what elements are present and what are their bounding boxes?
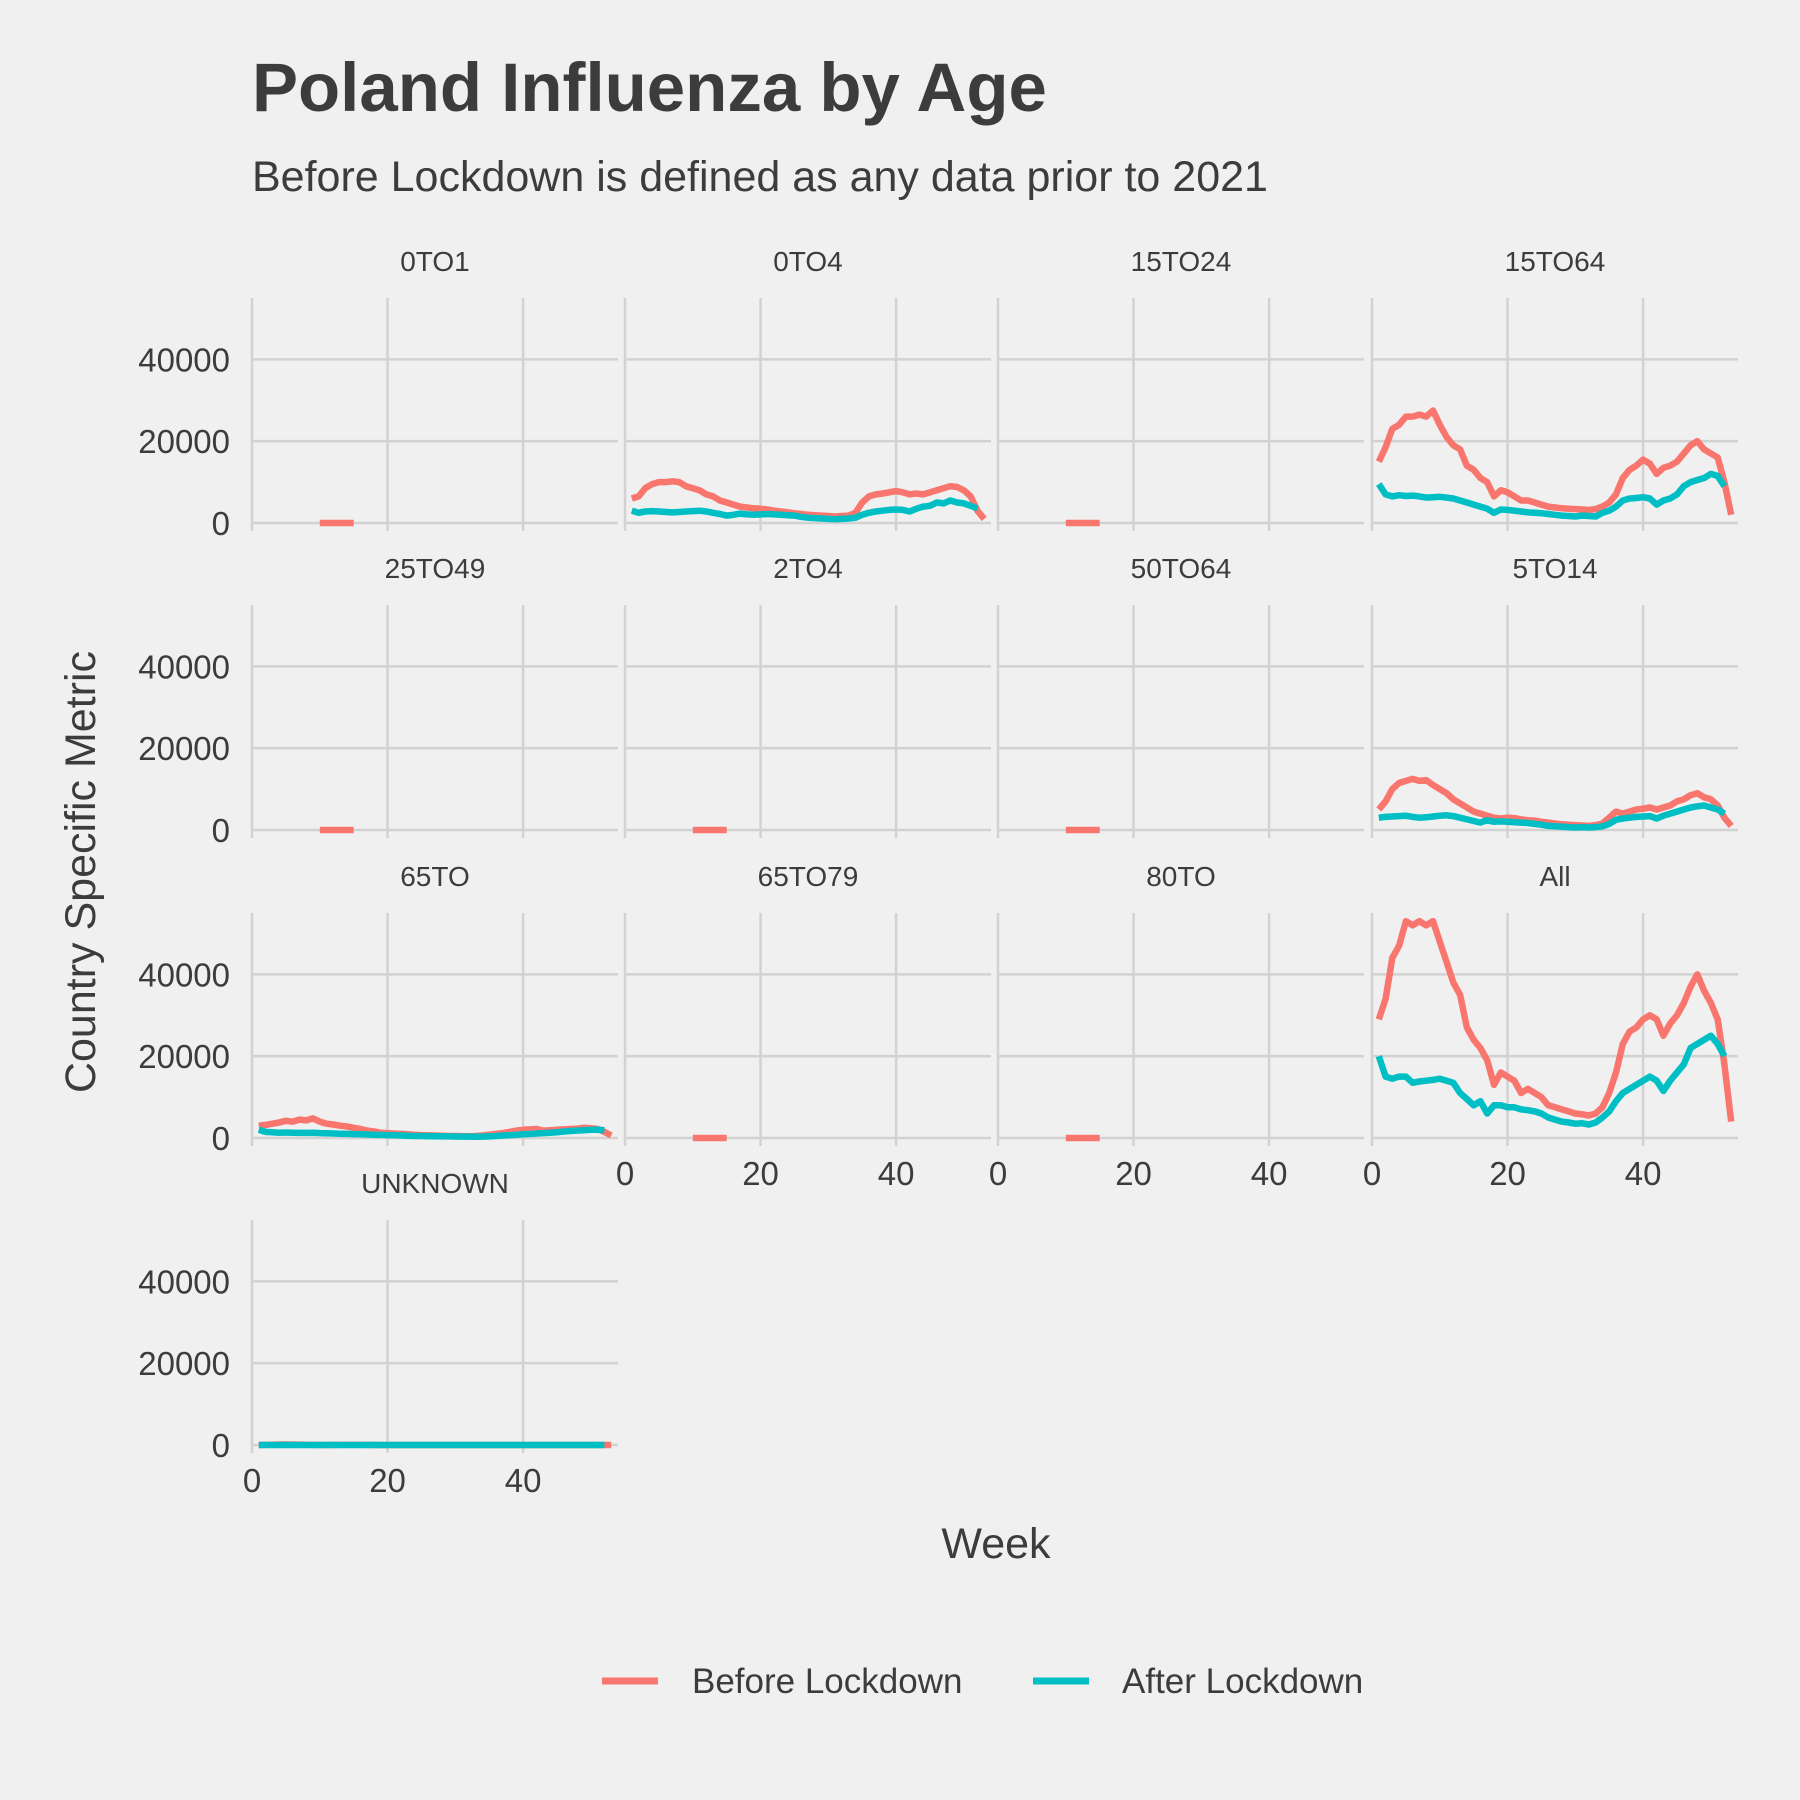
panel-strip-label: 15TO24 xyxy=(1131,246,1232,277)
panel-65to79: 65TO79 0 20 40 xyxy=(616,861,991,1192)
legend: Before Lockdown After Lockdown xyxy=(602,1662,1363,1701)
panel-65to: 65TO 0 20000 40000 xyxy=(138,861,618,1157)
x-tick-label: 40 xyxy=(1625,1155,1662,1192)
panel-80to: 80TO 0 20 40 xyxy=(989,861,1364,1192)
panel-strip-label: 65TO xyxy=(400,861,470,892)
y-tick-label: 0 xyxy=(212,1427,230,1464)
panel-15to24: 15TO24 xyxy=(996,246,1364,531)
panel-25to49: 25TO49 0 20000 40000 xyxy=(138,553,618,849)
series-line-after-lockdown xyxy=(257,1126,605,1140)
panel-strip-label: 80TO xyxy=(1146,861,1216,892)
x-tick-label: 40 xyxy=(505,1462,542,1499)
y-tick-label: 40000 xyxy=(138,956,230,993)
y-tick-label: 40000 xyxy=(138,648,230,685)
x-tick-label: 20 xyxy=(369,1462,406,1499)
y-tick-label: 40000 xyxy=(138,1263,230,1300)
panel-strip-label: 50TO64 xyxy=(1131,553,1232,584)
series-line-after-lockdown xyxy=(630,497,979,523)
y-tick-label: 20000 xyxy=(138,730,230,767)
x-tick-label: 40 xyxy=(1251,1155,1288,1192)
x-tick-label: 0 xyxy=(243,1462,261,1499)
panel-strip-label: 5TO14 xyxy=(1512,553,1597,584)
panel-5to14: 5TO14 xyxy=(1370,553,1738,838)
y-tick-label: 0 xyxy=(212,1120,230,1157)
chart-subtitle: Before Lockdown is defined as any data p… xyxy=(252,153,1268,201)
series-line-after-lockdown xyxy=(1378,802,1727,831)
x-tick-label: 40 xyxy=(878,1155,915,1192)
x-tick-label: 0 xyxy=(989,1155,1007,1192)
y-tick-label: 0 xyxy=(212,812,230,849)
y-tick-label: 0 xyxy=(212,505,230,542)
series-line-before-lockdown xyxy=(1375,407,1735,516)
y-tick-label: 40000 xyxy=(138,341,230,378)
series-line-after-lockdown xyxy=(1376,470,1728,520)
panel-strip-label: 0TO1 xyxy=(400,246,470,277)
x-tick-label: 0 xyxy=(616,1155,634,1192)
panel-50to64: 50TO64 xyxy=(996,553,1364,838)
legend-label-after: After Lockdown xyxy=(1122,1662,1363,1701)
series-line-after-lockdown xyxy=(1375,1032,1728,1128)
panel-strip-label: All xyxy=(1539,861,1570,892)
panel-unknown: UNKNOWN 0 20000 40000 0 20 40 xyxy=(138,1168,618,1499)
y-axis-label: Country Specific Metric xyxy=(57,651,105,1093)
x-tick-label: 20 xyxy=(742,1155,779,1192)
panel-strip-label: 2TO4 xyxy=(773,553,843,584)
x-tick-label: 0 xyxy=(1363,1155,1381,1192)
x-tick-label: 20 xyxy=(1115,1155,1152,1192)
series-line-before-lockdown xyxy=(1375,917,1735,1122)
legend-label-before: Before Lockdown xyxy=(692,1662,962,1701)
panel-strip-label: 15TO64 xyxy=(1505,246,1606,277)
panel-strip-label: 65TO79 xyxy=(758,861,859,892)
y-tick-label: 20000 xyxy=(138,1345,230,1382)
panel-15to64: 15TO64 xyxy=(1370,246,1738,531)
x-axis-label: Week xyxy=(941,1520,1051,1568)
panel-strip-label: 25TO49 xyxy=(385,553,486,584)
y-tick-label: 20000 xyxy=(138,1038,230,1075)
panel-strip-label: UNKNOWN xyxy=(361,1168,509,1199)
panel-strip-label: 0TO4 xyxy=(773,246,843,277)
panel-0to4: 0TO4 xyxy=(623,246,991,531)
y-tick-label: 20000 xyxy=(138,423,230,460)
chart-title: Poland Influenza by Age xyxy=(252,49,1047,126)
panel-2to4: 2TO4 xyxy=(623,553,991,838)
panel-all: All 0 20 40 xyxy=(1363,861,1738,1192)
x-tick-label: 20 xyxy=(1489,1155,1526,1192)
panel-0to1: 0TO1 0 20000 40000 xyxy=(138,246,618,542)
